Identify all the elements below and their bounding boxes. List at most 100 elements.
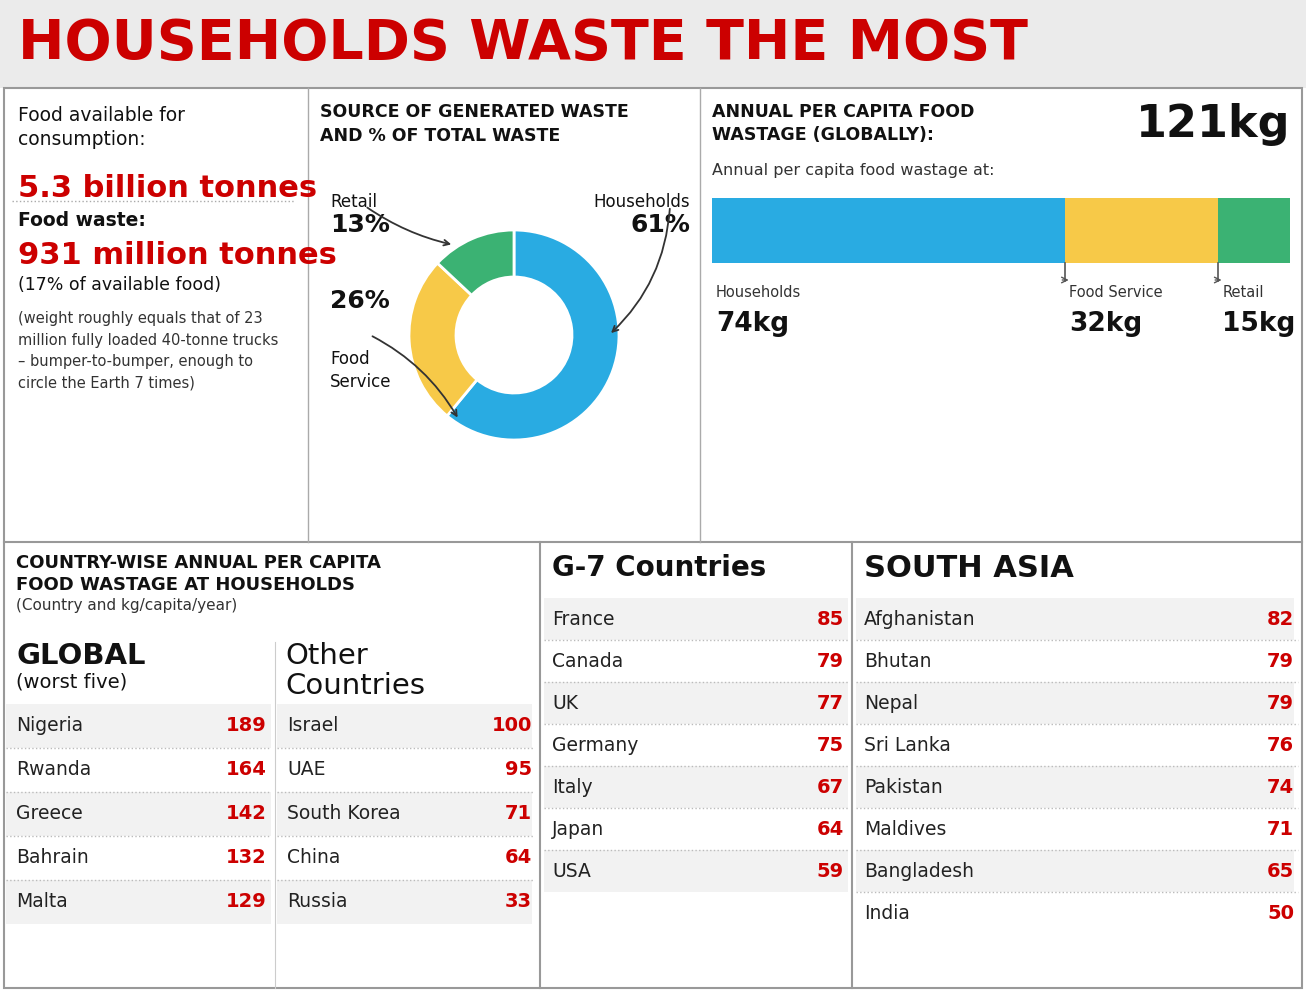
Text: Households: Households xyxy=(716,285,802,300)
FancyBboxPatch shape xyxy=(712,198,1066,263)
Text: 64: 64 xyxy=(816,820,844,839)
Text: SOURCE OF GENERATED WASTE
AND % OF TOTAL WASTE: SOURCE OF GENERATED WASTE AND % OF TOTAL… xyxy=(320,103,628,145)
FancyBboxPatch shape xyxy=(7,836,272,880)
Text: 164: 164 xyxy=(226,760,266,779)
FancyBboxPatch shape xyxy=(545,598,848,640)
Text: 74kg: 74kg xyxy=(716,311,789,337)
FancyBboxPatch shape xyxy=(7,748,272,792)
FancyBboxPatch shape xyxy=(545,766,848,808)
FancyBboxPatch shape xyxy=(1218,198,1290,263)
FancyBboxPatch shape xyxy=(545,640,848,682)
FancyBboxPatch shape xyxy=(545,808,848,850)
FancyBboxPatch shape xyxy=(855,598,1294,640)
Wedge shape xyxy=(409,263,477,416)
Text: 79: 79 xyxy=(1267,694,1294,713)
Text: 189: 189 xyxy=(226,716,266,735)
Text: Afghanistan: Afghanistan xyxy=(865,610,976,629)
Text: 132: 132 xyxy=(226,848,266,867)
Text: 71: 71 xyxy=(505,804,532,823)
Text: 79: 79 xyxy=(1267,652,1294,671)
Text: Rwanda: Rwanda xyxy=(16,760,91,779)
Text: Pakistan: Pakistan xyxy=(865,778,943,797)
FancyBboxPatch shape xyxy=(855,682,1294,724)
FancyBboxPatch shape xyxy=(4,88,1302,988)
Text: Russia: Russia xyxy=(287,892,347,911)
Text: Canada: Canada xyxy=(552,652,623,671)
Text: 65: 65 xyxy=(1267,862,1294,881)
Text: 15kg: 15kg xyxy=(1222,311,1296,337)
FancyBboxPatch shape xyxy=(277,704,532,748)
Text: Germany: Germany xyxy=(552,736,639,755)
Text: 129: 129 xyxy=(226,892,266,911)
Text: UAE: UAE xyxy=(287,760,325,779)
Text: (weight roughly equals that of 23
million fully loaded 40-tonne trucks
– bumper-: (weight roughly equals that of 23 millio… xyxy=(18,311,278,391)
Text: 5.3 billion tonnes: 5.3 billion tonnes xyxy=(18,174,317,203)
Text: 79: 79 xyxy=(818,652,844,671)
Text: Bhutan: Bhutan xyxy=(865,652,931,671)
Text: 85: 85 xyxy=(816,610,844,629)
Text: 76: 76 xyxy=(1267,736,1294,755)
Text: Retail: Retail xyxy=(1222,285,1264,300)
Text: Greece: Greece xyxy=(16,804,82,823)
Text: 71: 71 xyxy=(1267,820,1294,839)
Text: 95: 95 xyxy=(505,760,532,779)
FancyBboxPatch shape xyxy=(855,766,1294,808)
Text: Nigeria: Nigeria xyxy=(16,716,84,735)
Wedge shape xyxy=(447,230,619,440)
Text: Israel: Israel xyxy=(287,716,338,735)
Text: 50: 50 xyxy=(1267,904,1294,923)
Text: WASTAGE (GLOBALLY):: WASTAGE (GLOBALLY): xyxy=(712,126,934,144)
Text: USA: USA xyxy=(552,862,590,881)
FancyBboxPatch shape xyxy=(7,880,272,924)
Text: China: China xyxy=(287,848,341,867)
Text: Japan: Japan xyxy=(552,820,605,839)
FancyBboxPatch shape xyxy=(545,682,848,724)
Text: Other: Other xyxy=(285,642,368,670)
Text: 82: 82 xyxy=(1267,610,1294,629)
Text: 142: 142 xyxy=(226,804,266,823)
Text: Retail: Retail xyxy=(330,193,377,211)
Text: 75: 75 xyxy=(816,736,844,755)
FancyBboxPatch shape xyxy=(855,892,1294,934)
Text: UK: UK xyxy=(552,694,579,713)
Text: (17% of available food): (17% of available food) xyxy=(18,276,221,294)
Text: Annual per capita food wastage at:: Annual per capita food wastage at: xyxy=(712,163,994,178)
FancyBboxPatch shape xyxy=(277,748,532,792)
Text: Italy: Italy xyxy=(552,778,593,797)
Text: 32kg: 32kg xyxy=(1070,311,1143,337)
Text: Bangladesh: Bangladesh xyxy=(865,862,974,881)
Text: 13%: 13% xyxy=(330,213,390,237)
FancyBboxPatch shape xyxy=(0,0,1306,88)
Text: Households: Households xyxy=(593,193,690,211)
Text: 77: 77 xyxy=(818,694,844,713)
Text: Bahrain: Bahrain xyxy=(16,848,89,867)
Text: 59: 59 xyxy=(816,862,844,881)
Text: ANNUAL PER CAPITA FOOD: ANNUAL PER CAPITA FOOD xyxy=(712,103,974,121)
FancyBboxPatch shape xyxy=(855,640,1294,682)
Text: 33: 33 xyxy=(505,892,532,911)
FancyBboxPatch shape xyxy=(545,724,848,766)
FancyBboxPatch shape xyxy=(277,880,532,924)
Text: 931 million tonnes: 931 million tonnes xyxy=(18,241,337,270)
Text: France: France xyxy=(552,610,615,629)
Text: Countries: Countries xyxy=(285,672,424,700)
Text: SOUTH ASIA: SOUTH ASIA xyxy=(865,554,1074,583)
Text: 74: 74 xyxy=(1267,778,1294,797)
Text: Maldives: Maldives xyxy=(865,820,947,839)
Text: 64: 64 xyxy=(504,848,532,867)
FancyBboxPatch shape xyxy=(277,792,532,836)
Text: Nepal: Nepal xyxy=(865,694,918,713)
Text: India: India xyxy=(865,904,910,923)
Text: Food available for
consumption:: Food available for consumption: xyxy=(18,106,185,149)
FancyBboxPatch shape xyxy=(7,792,272,836)
Text: Food
Service: Food Service xyxy=(330,350,392,391)
Text: HOUSEHOLDS WASTE THE MOST: HOUSEHOLDS WASTE THE MOST xyxy=(18,17,1028,71)
Text: FOOD WASTAGE AT HOUSEHOLDS: FOOD WASTAGE AT HOUSEHOLDS xyxy=(16,576,355,594)
Text: Food waste:: Food waste: xyxy=(18,211,146,230)
Text: (Country and kg/capita/year): (Country and kg/capita/year) xyxy=(16,598,238,613)
FancyBboxPatch shape xyxy=(277,836,532,880)
Text: 100: 100 xyxy=(491,716,532,735)
Text: COUNTRY-WISE ANNUAL PER CAPITA: COUNTRY-WISE ANNUAL PER CAPITA xyxy=(16,554,381,572)
FancyBboxPatch shape xyxy=(7,704,272,748)
Text: (worst five): (worst five) xyxy=(16,672,127,691)
